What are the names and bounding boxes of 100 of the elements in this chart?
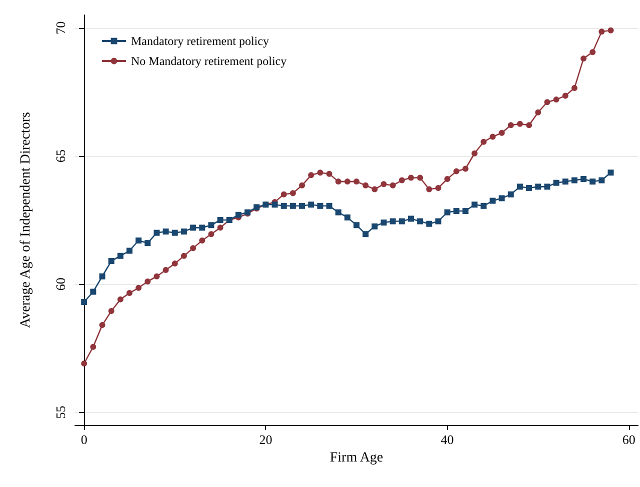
point (180, 252, 187, 259)
point (90, 344, 96, 350)
point (172, 230, 178, 236)
point (544, 99, 550, 106)
point (280, 202, 287, 209)
point (117, 252, 124, 259)
point (154, 230, 160, 236)
point (571, 85, 578, 92)
point (136, 238, 142, 244)
point (562, 92, 568, 99)
point (426, 220, 432, 227)
point (444, 176, 450, 182)
point (398, 218, 405, 224)
point (362, 231, 369, 238)
point (598, 28, 605, 35)
point (81, 299, 88, 305)
point (498, 130, 505, 136)
point (290, 202, 296, 209)
point (136, 284, 142, 291)
point (426, 186, 432, 192)
point (208, 222, 214, 228)
point (544, 184, 550, 190)
point (462, 208, 468, 214)
legend-label: Mandatory retirement policy (131, 34, 269, 48)
point (162, 228, 169, 235)
point (326, 202, 332, 209)
point (398, 177, 405, 184)
point (472, 202, 478, 208)
point (490, 134, 496, 140)
point (453, 168, 460, 174)
y-tick-label: 55 (53, 406, 68, 419)
point (553, 96, 560, 103)
point (516, 120, 523, 127)
point (99, 322, 106, 328)
point (317, 170, 324, 176)
point (453, 208, 460, 214)
point (516, 184, 523, 190)
point (235, 212, 242, 218)
point (217, 217, 224, 223)
y-tick-label: 70 (53, 21, 68, 34)
point (372, 186, 378, 192)
point (390, 182, 396, 188)
point (380, 220, 387, 226)
point (608, 27, 614, 34)
y-tick-label: 65 (53, 149, 68, 162)
point (562, 178, 568, 185)
x-axis-title: Firm Age (330, 450, 384, 466)
point (354, 178, 360, 185)
y-axis-title: Average Age of Independent Directors (18, 112, 34, 328)
point (417, 174, 424, 181)
point (117, 296, 124, 302)
point (362, 182, 369, 188)
point (308, 202, 314, 208)
point (162, 266, 169, 273)
x-tick-label: 40 (440, 432, 454, 447)
point (408, 216, 414, 222)
point (299, 182, 306, 188)
point (299, 202, 306, 209)
point (498, 195, 505, 202)
point (526, 122, 532, 128)
y-tick-label: 60 (53, 278, 68, 291)
point (462, 166, 468, 172)
point (199, 224, 206, 231)
point (435, 184, 442, 191)
point (508, 122, 514, 128)
point (280, 191, 287, 198)
point (472, 150, 478, 156)
point (144, 240, 151, 246)
point (380, 181, 387, 188)
point (190, 245, 196, 252)
point (90, 288, 96, 295)
point (435, 218, 442, 224)
point (217, 224, 224, 231)
point (290, 190, 296, 196)
point (144, 278, 151, 284)
point (126, 290, 132, 296)
point (326, 170, 332, 177)
point (317, 202, 324, 209)
point (535, 109, 542, 116)
point (272, 202, 278, 208)
point (444, 209, 450, 216)
point (308, 172, 314, 178)
point (571, 177, 578, 184)
point (417, 218, 424, 224)
point (126, 248, 132, 254)
point (408, 174, 414, 181)
point (608, 170, 614, 176)
point (580, 56, 587, 62)
point (344, 178, 350, 185)
point (335, 178, 342, 185)
x-tick-label: 0 (80, 432, 88, 447)
point (390, 218, 396, 224)
point (190, 224, 196, 231)
point (480, 202, 487, 209)
point (199, 238, 206, 244)
x-tick-label: 60 (622, 432, 636, 447)
point (508, 191, 514, 198)
point (580, 176, 587, 182)
point (490, 198, 496, 204)
point (354, 222, 360, 228)
